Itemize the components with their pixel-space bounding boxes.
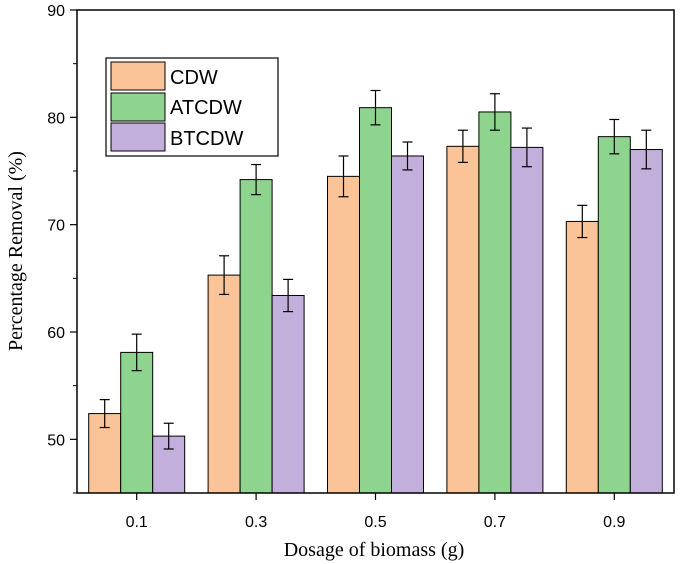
error-bars (99, 89, 652, 450)
x-tick-label: 0.3 (245, 514, 267, 531)
y-tick-label: 70 (47, 218, 65, 235)
x-axis-title: Dosage of biomass (g) (284, 539, 465, 561)
bar-btcdw-0.9 (629, 149, 663, 494)
bar-atcdw-0.9 (597, 136, 631, 494)
legend-label-atcdw: ATCDW (170, 97, 242, 119)
x-axis-ticks: 0.1 0.3 0.5 0.7 0.9 (126, 493, 626, 531)
y-tick-label: 80 (47, 110, 65, 127)
x-tick-label: 0.7 (484, 514, 506, 531)
bar-cdw-0.3 (207, 274, 241, 494)
x-tick-label: 0.5 (364, 514, 386, 531)
bar-cdw-0.7 (446, 145, 480, 494)
bar-cdw-0.5 (327, 175, 360, 494)
bar-btcdw-0.7 (510, 146, 544, 494)
y-tick-label: 50 (47, 432, 65, 449)
y-tick-label: 90 (47, 3, 65, 20)
bar-btcdw-0.5 (391, 155, 424, 494)
x-tick-label: 0.9 (603, 514, 625, 531)
legend-label-btcdw: BTCDW (170, 128, 243, 150)
bar-btcdw-0.3 (271, 295, 305, 494)
legend-label-cdw: CDW (170, 67, 218, 89)
legend-swatch-btcdw (110, 122, 166, 152)
y-axis-ticks: 50 60 70 80 90 (47, 3, 77, 494)
x-tick-label: 0.1 (126, 514, 148, 531)
bar-series (88, 107, 663, 494)
y-axis-title: Percentage Removal (%) (5, 151, 27, 351)
bar-atcdw-0.1 (120, 351, 154, 494)
bar-cdw-0.9 (565, 220, 599, 494)
y-tick-label: 60 (47, 325, 65, 342)
legend: CDW ATCDW BTCDW (105, 57, 279, 157)
legend-swatch-cdw (110, 61, 166, 91)
bar-atcdw-0.3 (239, 179, 273, 494)
legend-swatch-atcdw (110, 92, 166, 122)
plot-frame (76, 9, 675, 494)
bar-atcdw-0.7 (478, 111, 512, 494)
bar-atcdw-0.5 (359, 107, 392, 494)
